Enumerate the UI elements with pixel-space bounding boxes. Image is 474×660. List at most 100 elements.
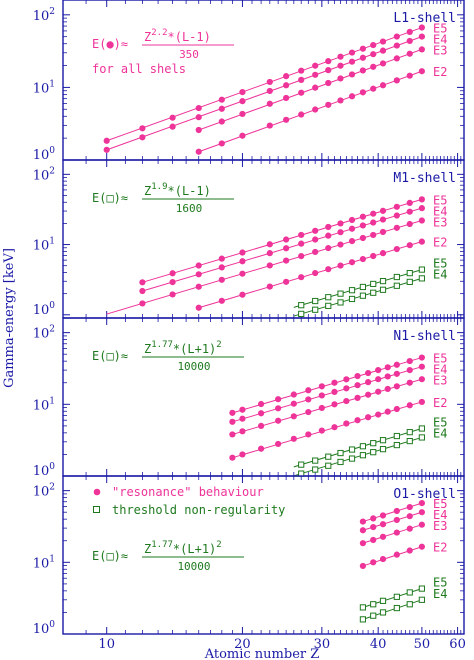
data-point (418, 376, 425, 383)
data-point (218, 140, 225, 147)
data-point (337, 290, 344, 297)
data-point (103, 137, 110, 144)
legend: "resonance" behaviour threshold non-regul… (93, 485, 285, 517)
data-point (239, 132, 246, 139)
data-point (379, 597, 387, 604)
data-point (305, 408, 312, 416)
data-point (379, 512, 387, 519)
data-point (305, 387, 312, 394)
data-point (283, 116, 290, 123)
data-point (312, 457, 319, 464)
data-point (331, 379, 338, 386)
data-point (379, 277, 387, 285)
data-point (325, 453, 332, 460)
data-point (379, 446, 387, 453)
data-point (266, 78, 273, 86)
series-label: E3 (433, 519, 447, 533)
data-point (169, 270, 176, 277)
data-point (239, 249, 246, 256)
data-point (103, 146, 110, 153)
data-point (229, 454, 236, 461)
data-point (312, 248, 319, 256)
data-point (343, 376, 350, 383)
data-point (418, 46, 425, 53)
data-point (418, 543, 425, 550)
data-point (348, 455, 356, 462)
data-point (359, 616, 367, 623)
data-point (266, 262, 273, 269)
data-point (218, 255, 225, 262)
data-point (325, 266, 332, 273)
data-point (325, 294, 332, 301)
data-point (370, 210, 377, 217)
data-point (379, 521, 387, 528)
data-point (318, 404, 325, 412)
data-point (393, 593, 400, 600)
equation: E(□)≈ Z1.77*(L+1)2 10000 (92, 340, 244, 373)
data-point (229, 409, 236, 416)
series-e5-square (293, 425, 425, 468)
data-point (305, 431, 312, 438)
data-point (406, 367, 413, 374)
data-point (418, 521, 425, 528)
data-point (239, 428, 246, 435)
x-tick-label: 40 (370, 637, 387, 652)
data-point (337, 62, 344, 69)
data-point (406, 589, 413, 596)
data-point (325, 462, 332, 469)
data-point (298, 310, 305, 317)
series-e2-circle (195, 238, 425, 311)
data-point (239, 110, 246, 118)
data-point (325, 101, 332, 108)
series-e4-square (293, 275, 425, 317)
data-point (290, 400, 297, 407)
series-e5-square (359, 585, 425, 611)
data-point (393, 282, 400, 289)
data-point (266, 100, 273, 107)
legend-marker-square (93, 506, 100, 513)
shell-label: N1-shell (393, 329, 456, 344)
data-point (365, 391, 372, 398)
data-point (406, 72, 413, 79)
data-point (298, 231, 305, 239)
data-point (195, 126, 202, 134)
series-label: E5 (433, 193, 447, 207)
data-point (298, 252, 305, 260)
data-point (418, 217, 425, 224)
data-point (393, 203, 400, 210)
data-point (359, 540, 367, 547)
data-point (370, 63, 377, 70)
equation-numerator: Z1.77*(L+1)2 (144, 340, 222, 356)
data-point (348, 295, 356, 303)
data-point (379, 286, 387, 293)
data-point (325, 67, 332, 74)
series-label: E2 (433, 65, 447, 79)
data-point (195, 148, 202, 155)
series-e4-square (293, 434, 425, 477)
data-point (418, 196, 425, 203)
data-point (406, 437, 413, 445)
data-point (379, 228, 387, 236)
equation-numerator: Z2.2*(L-1) (144, 28, 211, 44)
x-tick-label: 60 (449, 637, 466, 652)
data-point (393, 405, 400, 413)
data-point (298, 302, 305, 309)
data-point (298, 461, 305, 468)
y-axis-title: Gamma-energy [keV] (2, 248, 17, 388)
legend-text: "resonance" behaviour (112, 485, 264, 499)
data-point (359, 562, 367, 570)
data-point (359, 292, 367, 299)
data-point (384, 373, 391, 380)
data-point (379, 437, 387, 444)
data-point (348, 287, 356, 294)
data-point (283, 73, 290, 80)
data-point (218, 297, 225, 304)
panel-frame (62, 475, 465, 635)
series-label-threshold: E5 (433, 415, 447, 429)
series-label: E4 (433, 204, 447, 218)
data-point (393, 441, 400, 449)
data-point (139, 279, 146, 286)
data-point (325, 223, 332, 231)
y-tick-label: 102 (33, 166, 55, 183)
data-point (298, 67, 305, 74)
